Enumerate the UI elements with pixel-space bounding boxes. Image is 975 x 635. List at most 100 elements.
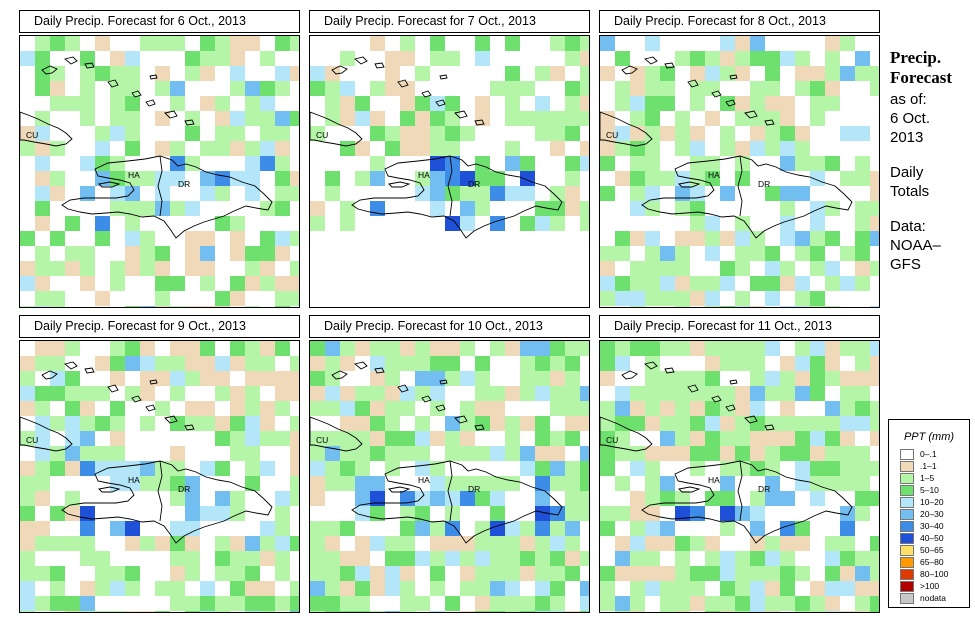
precip-cell — [870, 356, 879, 371]
precip-cell — [475, 476, 490, 491]
precip-cell — [690, 566, 705, 581]
precip-map[interactable]: CU HA DR — [309, 340, 590, 613]
precip-cell — [535, 96, 550, 111]
precip-cell — [735, 36, 750, 51]
precip-cell — [215, 431, 230, 446]
precip-cell — [690, 401, 705, 416]
precip-cell — [750, 141, 765, 156]
precip-cell — [675, 126, 690, 141]
precip-cell — [825, 96, 840, 111]
precip-cell — [660, 276, 675, 291]
precip-cell — [230, 276, 245, 291]
precip-cell — [400, 126, 415, 141]
precip-cell — [50, 231, 65, 246]
precip-cell — [170, 581, 185, 596]
precip-cell — [840, 506, 855, 521]
precip-map[interactable]: CU HA DR — [599, 35, 880, 308]
precip-cell — [505, 66, 520, 81]
precip-cell — [140, 246, 155, 261]
precip-cell — [630, 66, 645, 81]
precip-cell — [20, 356, 35, 371]
precip-cell — [855, 611, 870, 612]
precip-cell — [490, 611, 505, 612]
precip-cell — [35, 111, 50, 126]
precip-map[interactable]: CU HA DR — [19, 35, 300, 308]
precip-cell — [690, 171, 705, 186]
precip-cell — [275, 36, 290, 51]
precip-map[interactable]: CU HA DR — [19, 340, 300, 613]
precip-cell — [855, 386, 870, 401]
precip-cell — [215, 386, 230, 401]
precip-cell — [460, 201, 475, 216]
precip-cell — [95, 386, 110, 401]
precip-cell — [325, 111, 340, 126]
precip-cell — [825, 261, 840, 276]
precip-cell — [810, 306, 825, 307]
precip-cell — [870, 596, 879, 611]
precip-cell — [260, 141, 275, 156]
precip-cell — [400, 141, 415, 156]
precip-cell — [505, 431, 520, 446]
precip-cell — [275, 291, 290, 306]
precip-cell — [550, 581, 565, 596]
precip-cell — [260, 51, 275, 66]
legend-label: nodata — [920, 593, 946, 603]
precip-cell — [810, 261, 825, 276]
precip-cell — [825, 566, 840, 581]
precip-cell — [580, 81, 589, 96]
islet-outline — [184, 424, 195, 431]
precip-cell — [810, 216, 825, 231]
precip-cell — [720, 521, 735, 536]
precip-cell — [660, 521, 675, 536]
precip-cell — [660, 596, 675, 611]
precip-cell — [170, 276, 185, 291]
precip-cell — [520, 521, 535, 536]
precip-cell — [370, 611, 385, 612]
precip-cell — [630, 386, 645, 401]
precip-cell — [355, 491, 370, 506]
precip-cell — [675, 186, 690, 201]
precip-cell — [660, 386, 675, 401]
precip-cell — [245, 141, 260, 156]
precip-cell — [310, 201, 325, 216]
precip-cell — [580, 551, 589, 566]
precip-cell — [35, 81, 50, 96]
precip-cell — [170, 536, 185, 551]
precip-cell — [795, 461, 810, 476]
gonave-island-outline — [388, 181, 411, 188]
precip-cell — [855, 126, 870, 141]
precip-cell — [705, 216, 720, 231]
precip-cell — [690, 126, 705, 141]
precip-cell — [870, 416, 879, 431]
precip-cell — [735, 341, 750, 356]
precip-cell — [705, 431, 720, 446]
forecast-panel-day5: Daily Precip. Forecast for 10 Oct., 2013… — [309, 315, 590, 613]
forecast-panel-day6: Daily Precip. Forecast for 11 Oct., 2013… — [599, 315, 880, 613]
precip-cell — [340, 581, 355, 596]
precip-cell — [660, 96, 675, 111]
precip-cell — [445, 536, 460, 551]
precip-cell — [290, 431, 299, 446]
precip-cell — [780, 446, 795, 461]
precip-cell — [735, 596, 750, 611]
precip-cell — [290, 66, 299, 81]
precip-cell — [445, 126, 460, 141]
precip-map[interactable]: CU HA DR — [599, 340, 880, 613]
precip-cell — [325, 341, 340, 356]
precip-cell — [155, 401, 170, 416]
precip-cell — [735, 291, 750, 306]
precip-map[interactable]: CU HA DR — [309, 35, 590, 308]
precip-cell — [780, 386, 795, 401]
precip-cell — [720, 551, 735, 566]
precip-cell — [245, 581, 260, 596]
precip-cell — [310, 371, 325, 386]
precip-cell — [400, 551, 415, 566]
precip-cell — [810, 96, 825, 111]
precip-cell — [630, 551, 645, 566]
precip-cell — [445, 521, 460, 536]
precip-cell — [80, 611, 95, 612]
precip-cell — [20, 461, 35, 476]
precip-cell — [615, 386, 630, 401]
islet-outline — [64, 361, 78, 370]
ha-label: HA — [708, 170, 720, 180]
